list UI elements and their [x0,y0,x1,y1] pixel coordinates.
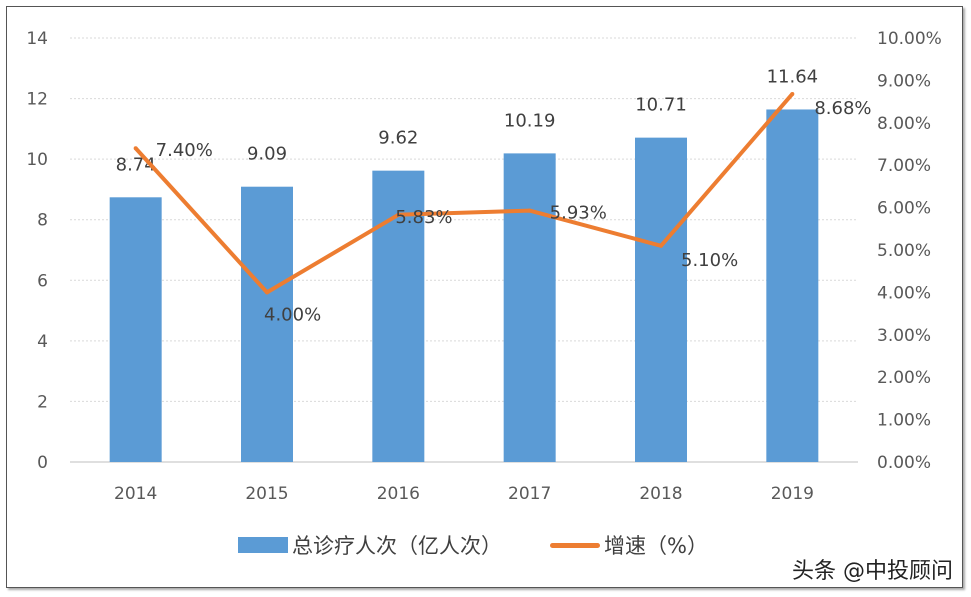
right-axis-tick: 7.00% [877,156,931,176]
right-axis-tick: 1.00% [877,411,931,431]
legend-line-swatch [550,542,600,548]
bar-data-label: 9.62 [378,128,418,149]
left-axis-tick: 10 [26,150,48,170]
line-data-label: 8.68% [814,98,871,119]
line-data-label: 5.83% [395,207,452,228]
legend-bar-swatch [238,537,288,553]
left-axis-tick: 0 [37,453,48,473]
x-axis-tick: 2016 [377,484,420,504]
x-axis-tick: 2014 [114,484,157,504]
legend-line-label: 增速（%） [604,534,708,558]
right-axis-tick: 10.00% [877,29,942,49]
bar [503,153,556,463]
left-axis-tick: 14 [26,29,48,49]
right-axis-tick: 8.00% [877,114,931,134]
right-axis-tick: 3.00% [877,326,931,346]
left-axis-tick: 12 [26,90,48,110]
line-data-label: 4.00% [264,304,321,325]
legend-bar-label: 总诊疗人次（亿人次） [292,534,502,558]
line-data-label: 5.10% [681,250,738,271]
bar-data-label: 10.71 [635,95,687,116]
x-axis-tick: 2017 [508,484,551,504]
x-axis-tick: 2015 [245,484,288,504]
bar [635,137,687,462]
right-axis-tick: 2.00% [877,368,931,388]
bar [372,170,425,462]
line-point [396,212,401,217]
right-axis-tick: 4.00% [877,283,931,303]
right-axis-tick: 6.00% [877,199,931,219]
right-axis-tick: 5.00% [877,241,931,261]
chart-frame [6,6,963,588]
line-data-label: 5.93% [550,203,607,224]
legend: 总诊疗人次（亿人次） 增速（%） [238,530,708,560]
right-axis-tick: 9.00% [877,71,931,91]
bar-data-label: 9.09 [247,144,287,165]
watermark: 头条 @中投顾问 [792,559,953,584]
bar [241,186,293,462]
left-axis-tick: 8 [37,211,48,231]
line-point [527,208,532,213]
right-axis-tick: 0.00% [877,453,931,473]
bar-data-label: 11.64 [767,66,819,87]
line-point [265,290,269,295]
left-axis-tick: 6 [37,271,48,291]
line-point [133,146,138,151]
line-data-label: 7.40% [156,140,213,161]
left-axis-tick: 4 [37,332,48,352]
x-axis-tick: 2019 [771,484,814,504]
bar [109,197,162,462]
bar-data-label: 10.19 [504,110,556,131]
left-axis-tick: 2 [37,392,48,412]
x-axis-tick: 2018 [639,484,682,504]
line-point [659,243,663,248]
growth-line [134,92,794,295]
bar [766,109,819,462]
line-point [790,91,795,96]
